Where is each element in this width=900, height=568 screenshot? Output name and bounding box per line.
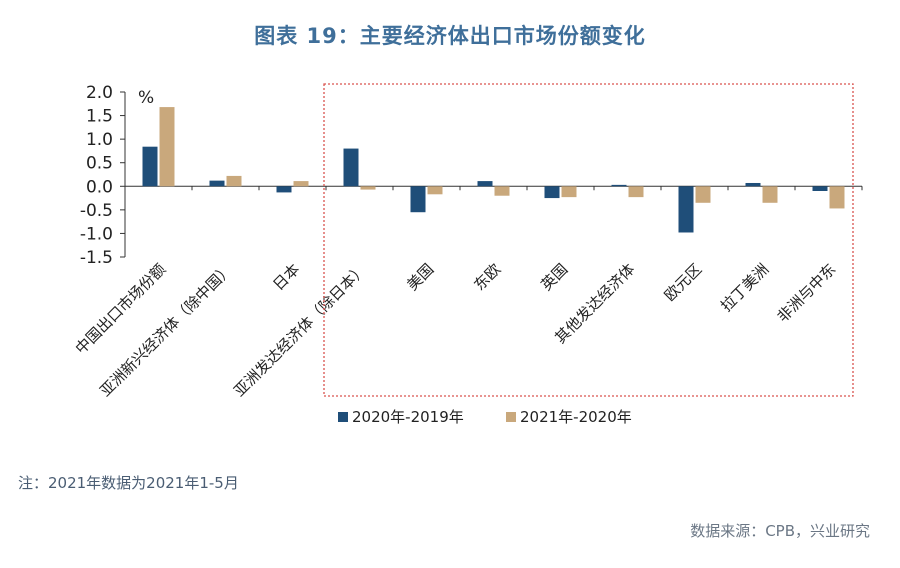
y-tick-label: 0.5: [86, 154, 113, 174]
y-tick-label: 2.0: [86, 83, 113, 103]
bar: [276, 186, 292, 193]
bar: [427, 186, 443, 195]
bar: [159, 107, 175, 187]
bar: [812, 186, 828, 191]
legend: 2020年-2019年 2021年-2020年: [338, 408, 632, 426]
legend-label: 2021年-2020年: [520, 408, 632, 426]
bar: [343, 148, 359, 187]
bar: [628, 186, 644, 198]
chart-title: 图表 19：主要经济体出口市场份额变化: [254, 24, 646, 48]
y-tick-label: -0.5: [80, 201, 113, 221]
x-tick-label: 欧元区: [661, 260, 706, 305]
x-tick-label: 拉丁美洲: [717, 260, 772, 315]
bar: [209, 180, 225, 187]
bars: [124, 107, 863, 233]
x-tick-label: 日本: [269, 260, 303, 294]
bar: [477, 181, 493, 187]
x-tick-label: 亚洲发达经济体（除日本）: [230, 260, 370, 400]
bar: [829, 186, 845, 209]
highlight-frame-rect: [323, 83, 854, 397]
bar: [494, 186, 510, 196]
x-tick-label: 美国: [403, 260, 437, 294]
bar: [745, 182, 761, 187]
bar: [142, 146, 158, 187]
bar: [226, 175, 242, 187]
bar: [410, 186, 426, 213]
y-tick-label: 1.0: [86, 130, 113, 150]
legend-label: 2020年-2019年: [352, 408, 464, 426]
bar: [762, 186, 778, 203]
bar: [360, 186, 376, 190]
bar: [293, 181, 309, 187]
highlight-frame: [323, 83, 854, 397]
footnote: 注：2021年数据为2021年1-5月: [18, 474, 239, 492]
legend-swatch: [506, 412, 516, 422]
y-tick-label: 1.5: [86, 107, 113, 127]
legend-swatch: [338, 412, 348, 422]
y-tick-label: -1.5: [80, 248, 113, 268]
bar: [561, 186, 577, 198]
bar: [611, 184, 627, 187]
bar: [695, 186, 711, 203]
y-tick-label: 0.0: [86, 177, 113, 197]
y-axis: 2.0 1.5 1.0 0.5 0.0 -0.5 -1.0 -1.5%: [80, 83, 862, 268]
x-tick-label: 非洲与中东: [774, 260, 840, 326]
y-tick-label: -1.0: [80, 224, 113, 244]
source-note: 数据来源：CPB，兴业研究: [690, 522, 870, 540]
x-tick-label: 东欧: [470, 260, 504, 294]
bar: [544, 186, 560, 199]
y-unit-label: %: [138, 88, 154, 108]
x-tick-label: 亚洲新兴经济体（除中国）: [96, 260, 236, 400]
x-tick-label: 英国: [537, 260, 571, 294]
bar: [678, 186, 694, 233]
